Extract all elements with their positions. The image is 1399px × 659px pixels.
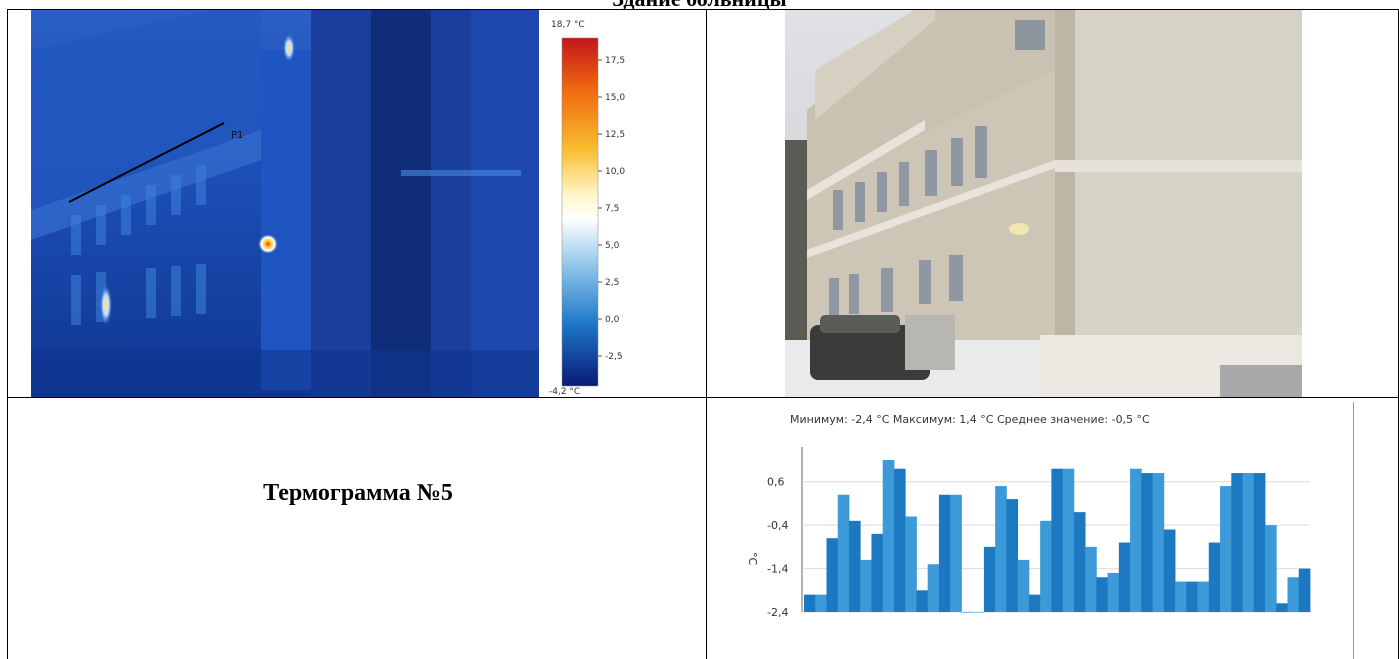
chart-bar [1028,594,1041,612]
caption-cell: Термограмма №5 [7,397,707,659]
thermal-image: P1 18,7 °C 17,5 15,0 12,5 10,0 7,5 5,0 2,5 0,0 -… [31,10,657,397]
y-tick-label: 0,6 [767,476,785,489]
car [810,325,930,380]
chart-bar [1152,473,1165,612]
temperature-profile-chart: Минимум: -2,4 °C Максимум: 1,4 °C Средне… [722,402,1354,659]
chart-bar [1040,520,1052,612]
chart-bar [1208,542,1221,612]
chart-bar [1118,542,1131,612]
chart-bar [1017,559,1030,612]
chart-bar [1175,581,1187,612]
chart-bar [1197,581,1210,612]
chart-bar [1253,473,1266,612]
warm-spot [100,285,112,325]
chart-cell: Минимум: -2,4 °C Максимум: 1,4 °C Средне… [706,397,1399,659]
chart-bar [804,594,816,612]
scale-tick-label: 10,0 [605,167,625,177]
chart-bar [848,520,861,612]
scale-tick-label: 15,0 [605,93,625,103]
scale-tick-label: 2,5 [605,278,619,288]
y-axis-label: °C [746,552,759,566]
chart-bar [1006,499,1019,612]
chart-bar [1062,468,1075,612]
chart-bar [1096,577,1108,612]
scale-tick-label: 0,0 [605,315,620,325]
chart-bar [815,594,827,612]
scale-ticks: 17,5 15,0 12,5 10,0 7,5 5,0 2,5 0,0 -2,5 [598,56,625,362]
scale-tick-label: 17,5 [605,56,625,66]
scale-tick-label: -2,5 [605,352,623,362]
chart-bar [1051,468,1064,612]
chart-bar [972,612,985,613]
chart-bar [961,612,974,613]
y-ticks: 0,6 -0,4 -1,4 -2,4 [767,476,788,619]
chart-bar [1220,486,1232,612]
chart-bar [871,533,884,612]
chart-bar [1265,525,1277,612]
chart-bar [1163,529,1176,612]
chart-bar [983,546,996,612]
chart-bar [995,486,1007,612]
building-photo [785,10,1302,397]
chart-bar [938,494,951,612]
chart-bar [1107,572,1120,612]
document-table: P1 18,7 °C 17,5 15,0 12,5 10,0 7,5 5,0 2,5 0,0 -… [7,9,1399,659]
photo-cell [706,9,1399,398]
warm-spot [283,34,295,62]
chart-bar [1186,581,1198,612]
chart-svg: Минимум: -2,4 °C Максимум: 1,4 °C Средне… [746,413,1311,619]
thermogram-cell: P1 18,7 °C 17,5 15,0 12,5 10,0 7,5 5,0 2,5 0,0 -… [7,9,707,398]
chart-bar [1130,468,1142,612]
chart-bar [927,564,940,612]
measurement-label: P1 [231,130,243,141]
chart-bar [1073,512,1086,612]
page-title: Здание больницы [0,0,1399,12]
chart-bar [916,590,929,612]
chart-bar [1287,577,1300,612]
chart-bar [882,460,895,612]
chart-stats-text: Минимум: -2,4 °C Максимум: 1,4 °C Средне… [790,413,1150,426]
measurement-line [68,122,225,203]
chart-bar [860,559,872,612]
chart-bar [1276,603,1288,612]
scale-tick-label: 7,5 [605,204,619,214]
hot-spot [258,234,278,254]
y-tick-label: -0,4 [767,519,788,532]
chart-bar [893,468,906,612]
chart-bar [1298,568,1311,612]
thermogram-caption: Термограмма №5 [263,480,453,506]
chart-bar [826,538,839,612]
scale-max-label: 18,7 °C [551,20,585,30]
color-scale-bar [561,37,599,387]
scale-tick-label: 12,5 [605,130,625,140]
chart-bar [1141,473,1153,612]
chart-bar [1242,473,1255,612]
y-tick-label: -2,4 [767,606,788,619]
chart-bar [1231,473,1243,612]
chart-bar [837,494,850,612]
bars [804,460,1311,613]
chart-bar [905,516,917,612]
scale-min-label: -4,2 °C [549,387,580,397]
chart-bar [1085,546,1097,612]
chart-bar [950,494,962,612]
scale-tick-label: 5,0 [605,241,620,251]
y-tick-label: -1,4 [767,563,788,576]
